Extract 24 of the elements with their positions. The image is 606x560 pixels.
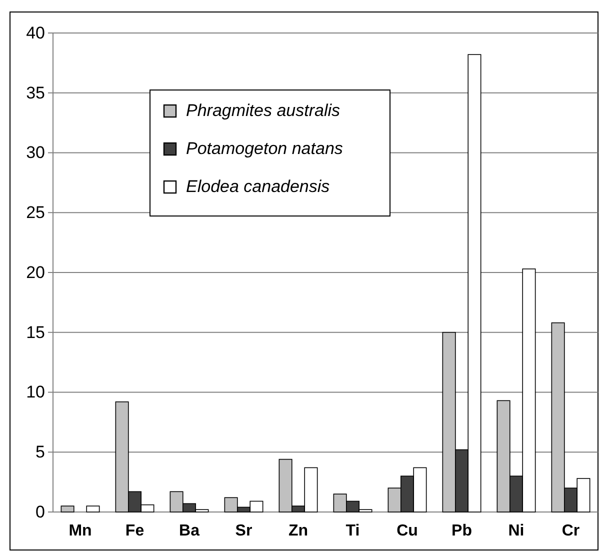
y-tick-label: 40 <box>26 23 45 42</box>
x-tick-label: Zn <box>288 522 308 540</box>
x-tick-label: Cu <box>396 522 418 540</box>
x-tick-label: Ni <box>508 522 524 540</box>
y-tick-label: 30 <box>26 143 45 162</box>
x-tick-label: Sr <box>235 522 252 540</box>
y-tick-label: 35 <box>26 83 45 102</box>
bar <box>86 506 100 512</box>
x-tick-label: Ti <box>346 522 360 540</box>
y-tick-label: 20 <box>26 262 45 282</box>
legend-label: Elodea canadensis <box>186 177 330 196</box>
x-tick-label: Pb <box>452 522 472 540</box>
y-tick-label: 0 <box>36 502 45 522</box>
bar <box>60 506 74 512</box>
y-tick-label: 15 <box>26 322 45 342</box>
legend-label: Phragmites australis <box>186 101 341 120</box>
x-tick-label: Fe <box>125 522 144 540</box>
x-tick-label: Cr <box>562 522 580 540</box>
y-tick-label: 25 <box>26 203 45 222</box>
x-tick-label: Mn <box>68 522 92 540</box>
x-tick-label: Ba <box>179 522 200 540</box>
legend-label: Potamogeton natans <box>186 139 344 158</box>
y-tick-label: 5 <box>36 442 45 462</box>
y-tick-label: 10 <box>26 382 45 402</box>
